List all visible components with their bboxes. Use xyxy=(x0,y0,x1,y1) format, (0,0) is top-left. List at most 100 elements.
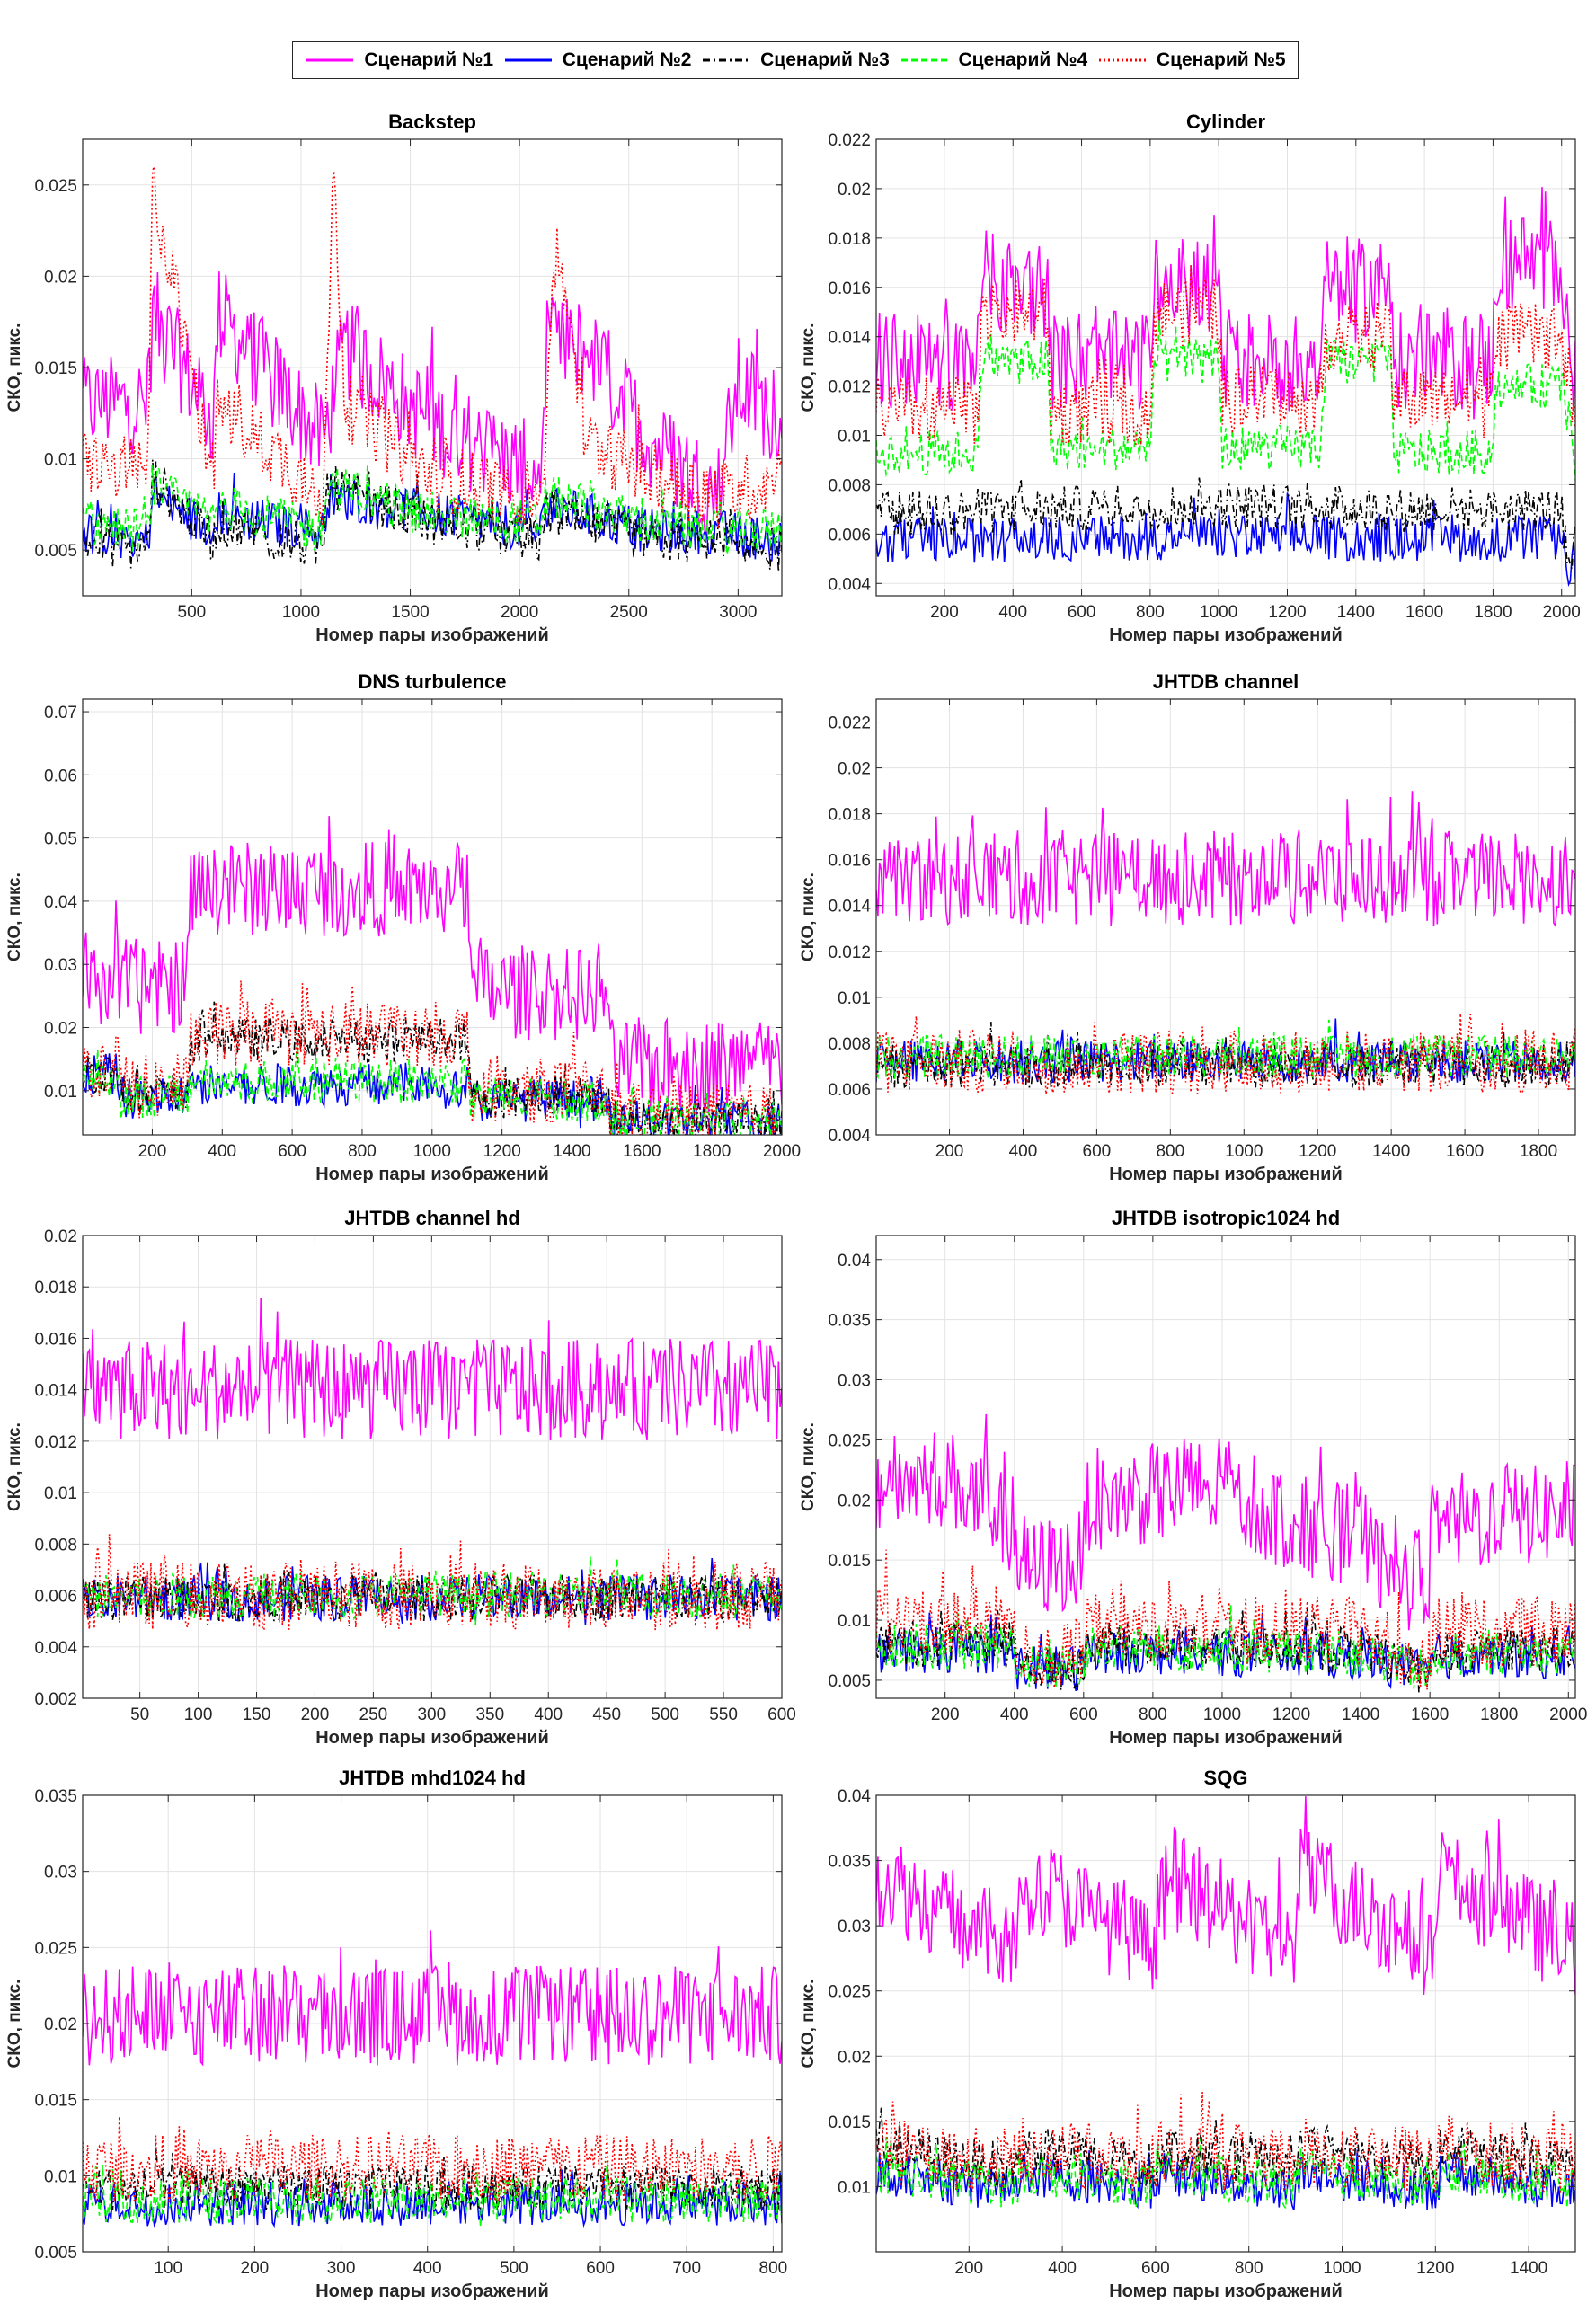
y-tick-label: 0.014 xyxy=(34,1382,77,1401)
series-line-scenario-5 xyxy=(83,2116,782,2203)
x-tick-label: 1800 xyxy=(693,1142,731,1161)
y-tick-label: 0.04 xyxy=(44,893,77,912)
x-tick-label: 1600 xyxy=(1411,1705,1449,1724)
x-tick-label: 2000 xyxy=(1543,603,1581,622)
series-line-scenario-2 xyxy=(876,1612,1575,1691)
series-line-scenario-5 xyxy=(876,1549,1575,1690)
y-tick-label: 0.016 xyxy=(828,852,871,871)
x-tick-label: 1800 xyxy=(1520,1142,1557,1161)
x-tick-label: 400 xyxy=(998,603,1027,622)
legend-label-scenario-1: Сценарий №1 xyxy=(364,49,494,70)
chart-sqg: 200 400 600 800 1000 1200 1400 0.01 0.015 0.02 0.0… xyxy=(799,1767,1576,2301)
x-tick-label: 600 xyxy=(1069,1705,1098,1724)
x-tick-label: 600 xyxy=(1068,603,1096,622)
series-line-scenario-3 xyxy=(876,1607,1575,1693)
x-tick-label: 350 xyxy=(475,1705,504,1724)
y-tick-label: 0.07 xyxy=(44,704,77,722)
x-tick-label: 800 xyxy=(1156,1142,1184,1161)
x-tick-label: 800 xyxy=(759,2259,788,2278)
x-tick-label: 50 xyxy=(130,1705,149,1724)
x-tick-label: 300 xyxy=(327,2259,356,2278)
y-tick-label: 0.016 xyxy=(828,279,871,298)
x-tick-label: 400 xyxy=(1000,1705,1029,1724)
chart-jhtdb-isotropic1024-hd: 200 400 600 800 1000 1200 1400 1600 1800 2000 0.00… xyxy=(799,1207,1587,1748)
chart-jhtdb-channel-hd: 50 100 150 200 250 300 350 400 450 500 550 600 0.002… xyxy=(5,1207,796,1748)
x-tick-label: 2000 xyxy=(1549,1705,1587,1724)
y-tick-label: 0.02 xyxy=(44,2015,77,2034)
series-line-scenario-1 xyxy=(876,1796,1575,1996)
x-tick-label: 1000 xyxy=(1200,603,1237,622)
y-tick-label: 0.022 xyxy=(828,714,871,733)
plot-frame xyxy=(875,698,1576,1136)
x-tick-label: 250 xyxy=(359,1705,388,1724)
legend-entry-scenario-3: Сценарий №3 xyxy=(701,49,890,71)
legend-label-scenario-3: Сценарий №3 xyxy=(760,49,890,70)
y-tick-label: 0.02 xyxy=(44,268,77,287)
y-tick-label: 0.006 xyxy=(828,526,871,545)
series-line-scenario-3 xyxy=(83,459,782,572)
series-line-scenario-4 xyxy=(876,320,1575,481)
y-tick-label: 0.04 xyxy=(838,1787,871,1806)
x-tick-label: 600 xyxy=(278,1142,306,1161)
x-tick-label: 600 xyxy=(586,2259,615,2278)
y-axis-label: СКО, пикс. xyxy=(5,873,24,961)
legend-entry-scenario-2: Сценарий №2 xyxy=(503,49,692,71)
legend-swatch-scenario-3 xyxy=(703,58,750,62)
legend-label-scenario-4: Сценарий №4 xyxy=(958,49,1088,70)
y-tick-label: 0.012 xyxy=(828,943,871,962)
x-tick-label: 550 xyxy=(709,1705,738,1724)
x-tick-label: 300 xyxy=(417,1705,446,1724)
y-tick-label: 0.005 xyxy=(828,1672,871,1691)
y-tick-label: 0.01 xyxy=(44,1083,77,1102)
series-line-scenario-1 xyxy=(876,1413,1575,1631)
y-tick-label: 0.01 xyxy=(44,2167,77,2186)
plot-area xyxy=(83,1236,782,1698)
x-tick-label: 500 xyxy=(500,2259,528,2278)
series-line-scenario-3 xyxy=(83,2147,782,2211)
chart-dns-turbulence: 200 400 600 800 1000 1200 1400 1600 1800 2000 0.01… xyxy=(5,670,801,1184)
y-tick-label: 0.004 xyxy=(828,575,871,594)
x-tick-label: 1000 xyxy=(1225,1142,1263,1161)
series-line-scenario-3 xyxy=(876,477,1575,570)
y-tick-label: 0.01 xyxy=(838,989,871,1008)
y-tick-label: 0.004 xyxy=(828,1127,871,1146)
series-line-scenario-1 xyxy=(876,791,1575,928)
x-tick-label: 200 xyxy=(935,1142,964,1161)
series-line-scenario-5 xyxy=(876,1013,1575,1094)
y-tick-label: 0.02 xyxy=(838,2048,871,2067)
x-tick-label: 400 xyxy=(534,1705,563,1724)
x-axis-label: Номер пары изображений xyxy=(315,2281,549,2301)
y-tick-label: 0.04 xyxy=(838,1252,871,1271)
x-tick-label: 1600 xyxy=(1446,1142,1484,1161)
legend-label-scenario-2: Сценарий №2 xyxy=(562,49,692,70)
x-tick-label: 600 xyxy=(1141,2259,1170,2278)
y-tick-label: 0.006 xyxy=(828,1081,871,1100)
y-tick-label: 0.02 xyxy=(838,760,871,779)
x-tick-label: 2000 xyxy=(763,1142,801,1161)
legend-label-scenario-5: Сценарий №5 xyxy=(1156,49,1286,70)
x-tick-label: 1400 xyxy=(1337,603,1375,622)
series-group xyxy=(83,1930,782,2228)
y-tick-label: 0.03 xyxy=(838,1918,871,1936)
x-axis-label: Номер пары изображений xyxy=(1109,1165,1343,1184)
x-tick-label: 1200 xyxy=(1299,1142,1336,1161)
y-tick-label: 0.008 xyxy=(828,476,871,495)
y-tick-label: 0.014 xyxy=(828,329,871,348)
y-tick-label: 0.03 xyxy=(838,1372,871,1391)
y-tick-label: 0.01 xyxy=(44,1484,77,1503)
legend-entry-scenario-4: Сценарий №4 xyxy=(900,49,1088,71)
series-line-scenario-3 xyxy=(83,1563,782,1623)
y-tick-label: 0.025 xyxy=(34,177,77,196)
x-tick-label: 400 xyxy=(413,2259,442,2278)
series-line-scenario-3 xyxy=(876,1022,1575,1089)
y-axis-label: СКО, пикс. xyxy=(799,873,818,961)
chart-title: JHTDB mhd1024 hd xyxy=(339,1767,526,1789)
plot-frame xyxy=(875,138,1576,597)
y-tick-label: 0.018 xyxy=(828,806,871,825)
x-tick-label: 500 xyxy=(651,1705,679,1724)
y-tick-label: 0.018 xyxy=(828,230,871,249)
chart-title: Cylinder xyxy=(1186,111,1265,133)
x-tick-label: 800 xyxy=(1139,1705,1167,1724)
y-tick-label: 0.014 xyxy=(828,898,871,917)
chart-title: JHTDB channel xyxy=(1153,670,1299,693)
